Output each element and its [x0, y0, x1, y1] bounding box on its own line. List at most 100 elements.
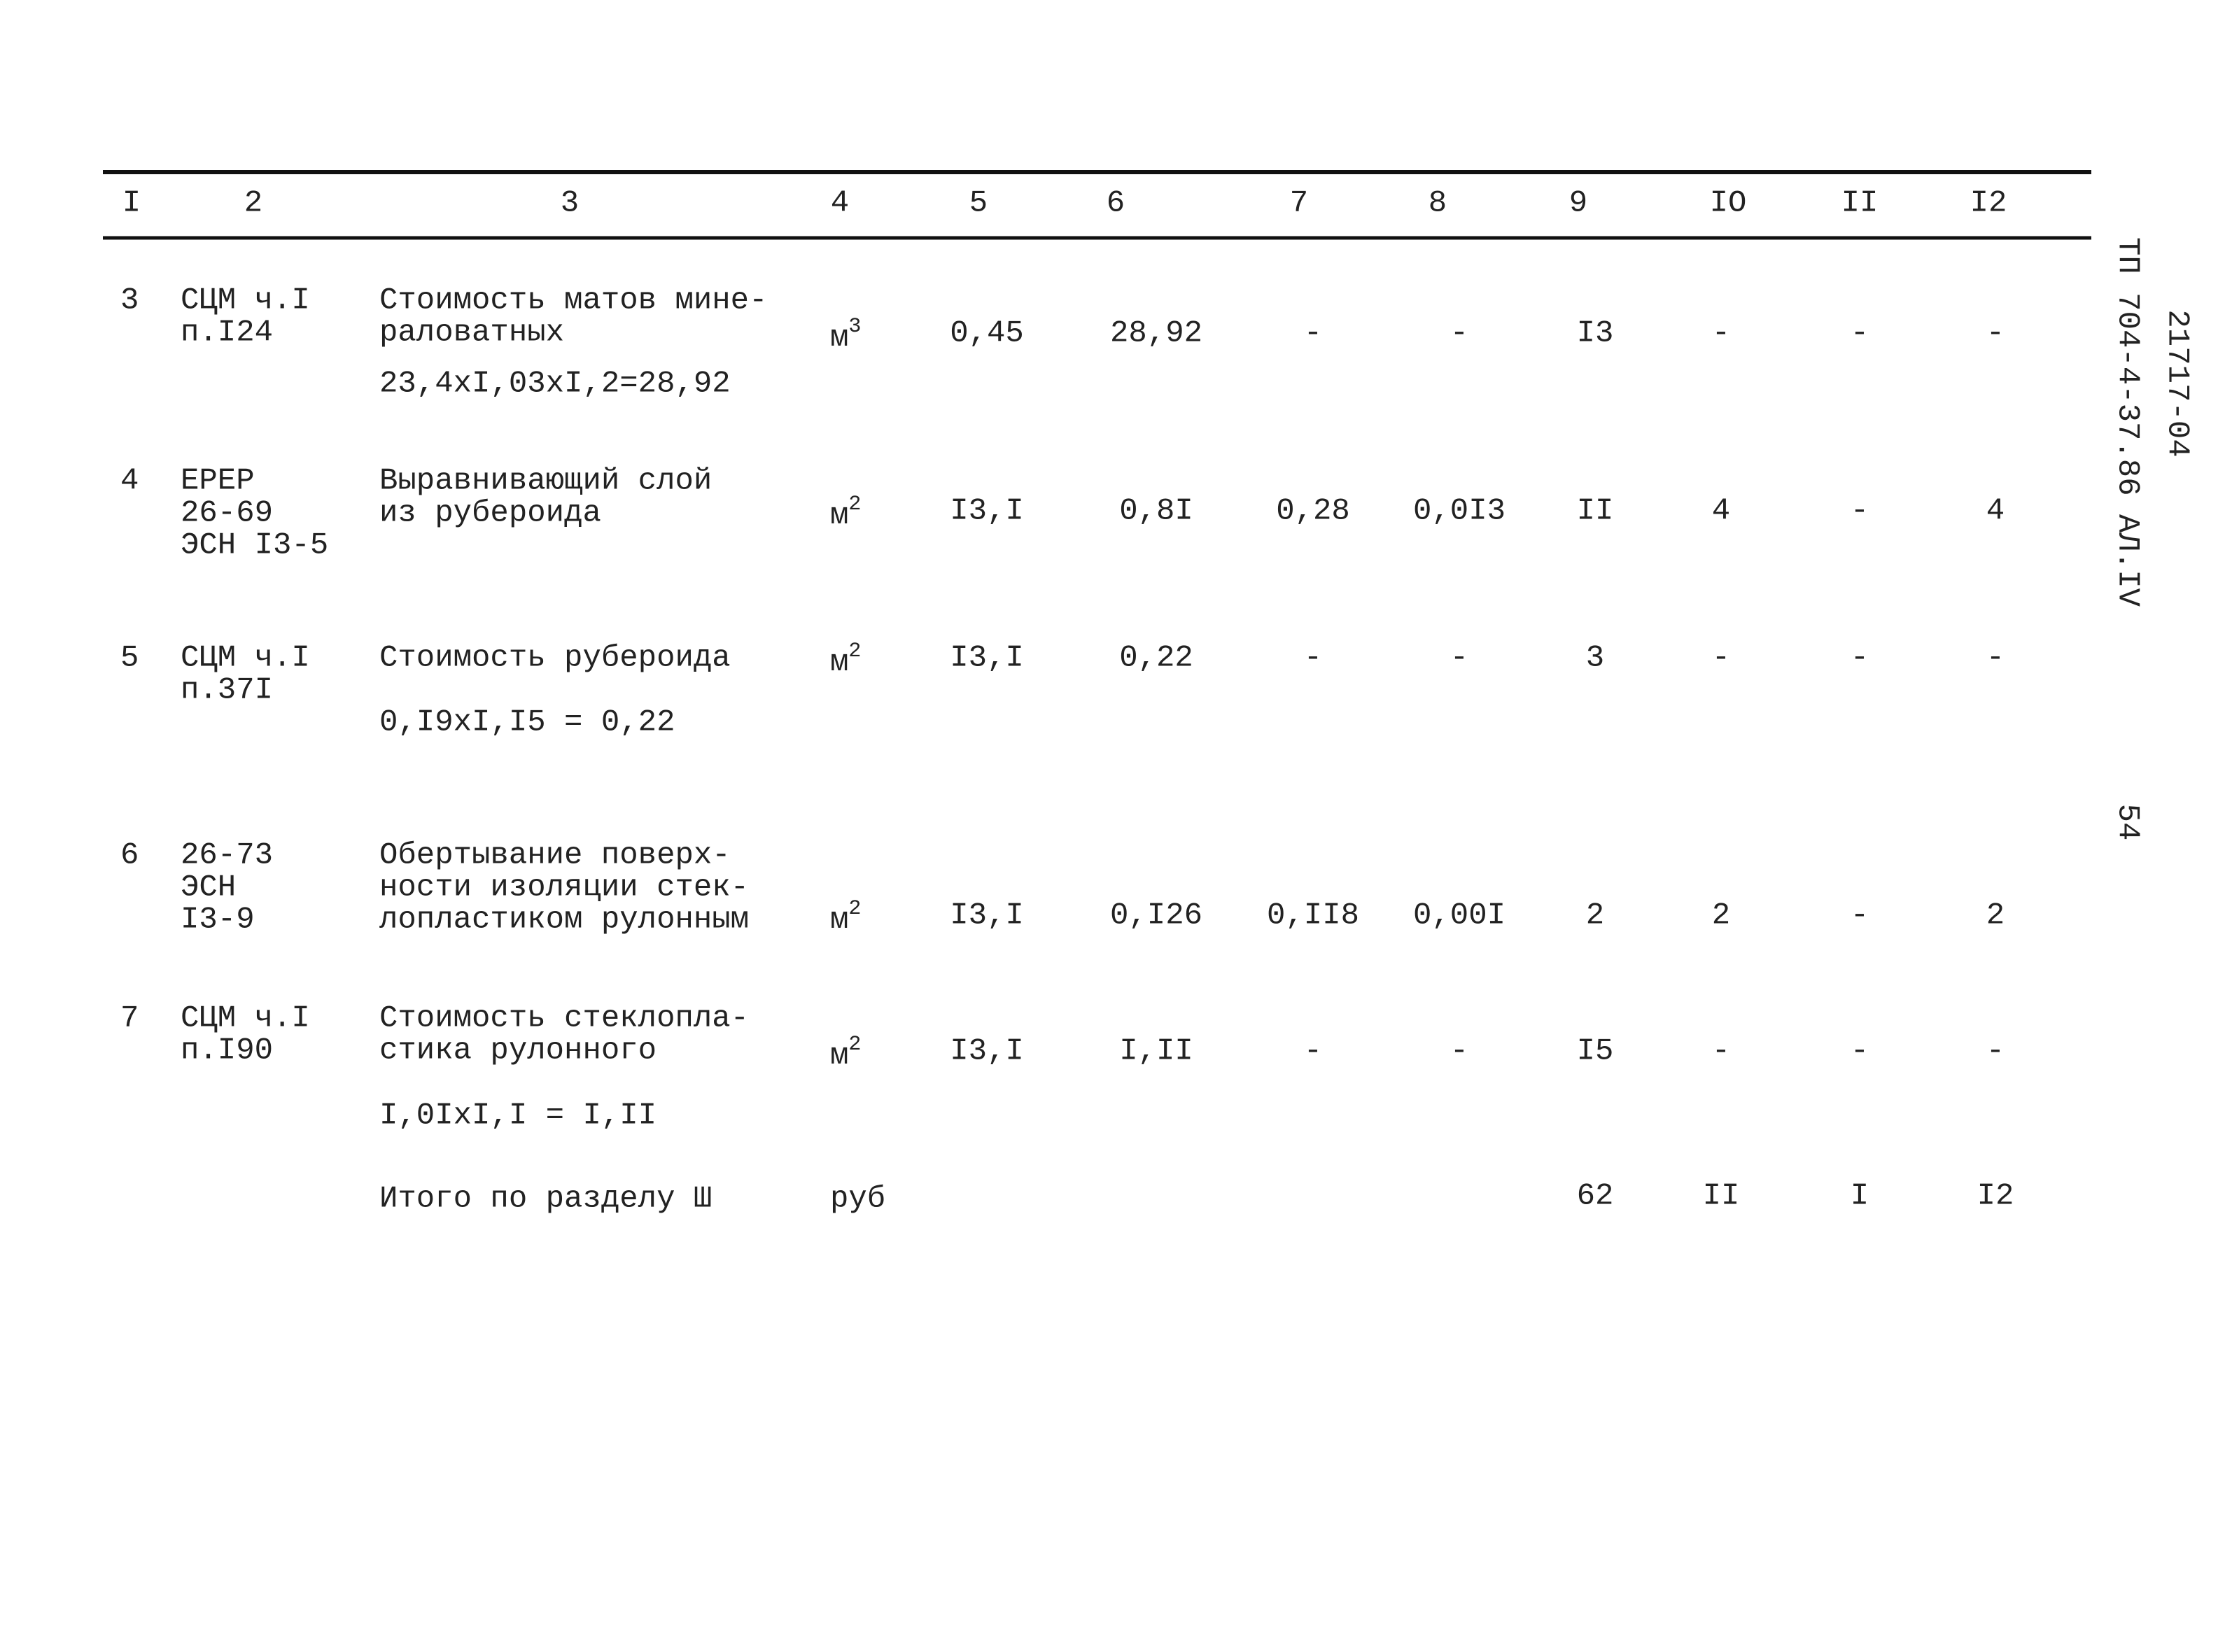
- cell-value: -: [1851, 494, 1869, 529]
- work-description: стика рулонного: [379, 1033, 657, 1068]
- column-header: 5: [969, 186, 988, 221]
- cell-value: 2: [1586, 898, 1604, 933]
- unit-base: м: [830, 903, 848, 938]
- cell-value: -: [1304, 316, 1322, 351]
- work-description: ности изоляции стек-: [379, 870, 749, 905]
- cell-value: 3: [1586, 641, 1604, 676]
- column-header: IO: [1710, 186, 1747, 221]
- total-value: II: [1703, 1179, 1740, 1214]
- cell-value: 4: [1712, 494, 1730, 529]
- cell-value: -: [1450, 316, 1468, 351]
- norm-code: 26-69: [181, 496, 273, 531]
- unit-exponent: 2: [848, 640, 861, 663]
- cell-value: -: [1712, 1034, 1730, 1069]
- total-value: I: [1851, 1179, 1869, 1214]
- cell-value: 4: [1986, 494, 2005, 529]
- norm-code: СЦМ ч.I: [181, 1001, 310, 1036]
- work-description: Стоимость стеклопла-: [379, 1001, 749, 1036]
- cell-value: 0,22: [1119, 641, 1193, 676]
- row-number: 3: [120, 283, 139, 318]
- cell-value: I,II: [1119, 1034, 1193, 1069]
- column-header: 9: [1569, 186, 1587, 221]
- unit-exponent: 2: [848, 493, 861, 516]
- cell-value: -: [1304, 641, 1322, 676]
- column-header: 8: [1429, 186, 1447, 221]
- cell-value: 0,8I: [1119, 494, 1193, 529]
- column-header: 3: [561, 186, 579, 221]
- document-code: ТП 704-4-37.86 АЛ.IV: [2110, 237, 2145, 607]
- unit: м2: [830, 897, 861, 938]
- cell-value: -: [1851, 1034, 1869, 1069]
- unit-exponent: 2: [848, 1033, 861, 1057]
- cell-value: 0,II8: [1267, 898, 1359, 933]
- norm-code: п.I24: [181, 316, 273, 351]
- column-header: 4: [831, 186, 849, 221]
- cell-value: -: [1712, 316, 1730, 351]
- cell-value: 2: [1986, 898, 2005, 933]
- calculation: 0,I9xI,I5 = 0,22: [379, 705, 675, 740]
- norm-code: п.37I: [181, 673, 273, 708]
- work-description: Выравнивающий слой: [379, 464, 712, 499]
- work-description: Стоимость рубероида: [379, 641, 731, 676]
- cell-value: -: [1450, 1034, 1468, 1069]
- cell-value: I3,I: [950, 1034, 1024, 1069]
- unit: м3: [830, 315, 861, 355]
- cell-value: 0,28: [1276, 494, 1350, 529]
- cell-value: 28,92: [1110, 316, 1202, 351]
- cell-value: 0,00I: [1413, 898, 1505, 933]
- cell-value: -: [1986, 316, 2005, 351]
- cell-value: 0,45: [950, 316, 1024, 351]
- work-description: Обертывание поверх-: [379, 838, 731, 873]
- norm-code: СЦМ ч.I: [181, 283, 310, 318]
- column-header: 2: [244, 186, 262, 221]
- cell-value: 0,0I3: [1413, 494, 1505, 529]
- norm-code: ЭСН: [181, 870, 236, 905]
- row-number: 7: [120, 1001, 139, 1036]
- row-number: 4: [120, 464, 139, 499]
- cell-value: -: [1304, 1034, 1322, 1069]
- unit-base: м: [830, 1038, 848, 1073]
- calculation: I,0IxI,I = I,II: [379, 1099, 657, 1134]
- total-label: Итого по разделу Ш: [379, 1182, 712, 1217]
- cell-value: II: [1577, 494, 1614, 529]
- cell-value: I3: [1577, 316, 1614, 351]
- archive-number: 21717-04: [2159, 309, 2194, 457]
- cell-value: -: [1450, 641, 1468, 676]
- calculation: 23,4xI,03xI,2=28,92: [379, 367, 731, 402]
- column-header: 7: [1290, 186, 1308, 221]
- cell-value: -: [1986, 1034, 2005, 1069]
- norm-code: СЦМ ч.I: [181, 641, 310, 676]
- cell-value: I3,I: [950, 494, 1024, 529]
- unit-exponent: 3: [848, 315, 861, 339]
- unit-base: м: [830, 498, 848, 533]
- column-header: I: [122, 186, 141, 221]
- norm-code: 26-73: [181, 838, 273, 873]
- row-number: 5: [120, 641, 139, 676]
- cell-value: -: [1712, 641, 1730, 676]
- unit: м2: [830, 493, 861, 533]
- row-number: 6: [120, 838, 139, 873]
- column-header: 6: [1107, 186, 1125, 221]
- norm-code: п.I90: [181, 1033, 273, 1068]
- cell-value: I5: [1577, 1034, 1614, 1069]
- norm-code: ЭСН I3-5: [181, 528, 328, 563]
- cell-value: 0,I26: [1110, 898, 1202, 933]
- unit: м2: [830, 1033, 861, 1073]
- cell-value: I3,I: [950, 641, 1024, 676]
- unit-base: м: [830, 320, 848, 355]
- work-description: Стоимость матов мине-: [379, 283, 768, 318]
- work-description: лопластиком рулонным: [379, 903, 749, 938]
- unit-exponent: 2: [848, 897, 861, 921]
- norm-code: I3-9: [181, 903, 255, 938]
- cell-value: -: [1986, 641, 2005, 676]
- cell-value: 2: [1712, 898, 1730, 933]
- cell-value: -: [1851, 316, 1869, 351]
- page-number: 54: [2110, 804, 2145, 841]
- cell-value: I3,I: [950, 898, 1024, 933]
- unit-base: м: [830, 645, 848, 680]
- work-description: раловатных: [379, 316, 564, 351]
- column-header: I2: [1970, 186, 2007, 221]
- total-value: I2: [1977, 1179, 2014, 1214]
